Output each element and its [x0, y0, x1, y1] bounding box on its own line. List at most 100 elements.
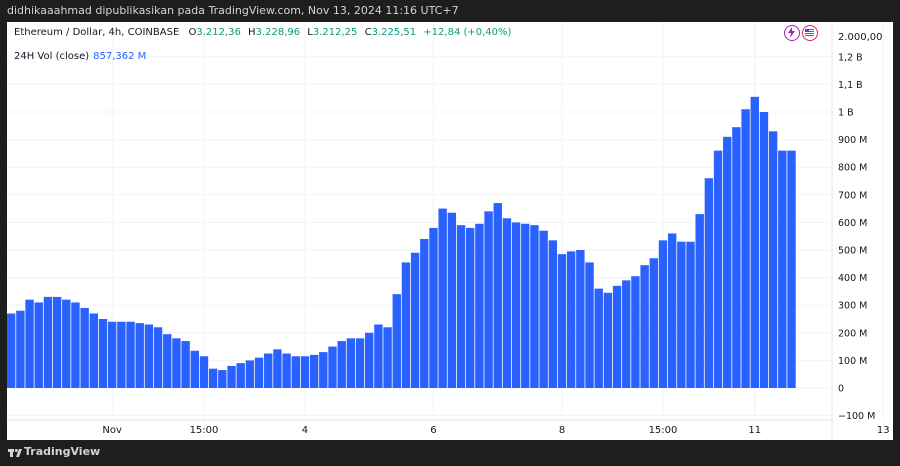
volume-bar: [227, 365, 236, 388]
volume-bar: [282, 353, 291, 388]
volume-bar: [98, 319, 108, 388]
volume-bar: [566, 251, 576, 388]
volume-bar: [392, 294, 401, 388]
volume-bar: [787, 150, 796, 388]
volume-bar: [319, 352, 328, 388]
volume-bar: [631, 276, 640, 388]
volume-bar: [612, 285, 622, 388]
volume-bar: [365, 332, 374, 388]
volume-bar: [677, 241, 686, 388]
volume-bar: [383, 327, 392, 388]
volume-bar: [199, 356, 209, 388]
volume-bar: [759, 112, 769, 388]
volume-bar: [163, 334, 172, 388]
y-tick-label: 100 M: [838, 356, 867, 367]
open-value: 3.212,36: [196, 27, 241, 38]
volume-bar: [80, 307, 89, 388]
volume-bar: [52, 296, 62, 388]
footer-bar: TradingView: [0, 440, 900, 466]
volume-bar: [576, 250, 585, 388]
volume-bar: [723, 136, 732, 388]
volume-bar: [181, 341, 190, 388]
volume-bar: [309, 354, 319, 388]
x-tick-label: 6: [430, 425, 436, 436]
volume-bar: [484, 211, 493, 388]
volume-bar: [25, 299, 34, 388]
volume-bar: [273, 349, 282, 388]
change-value: +12,84 (+0,40%): [423, 27, 512, 38]
volume-bar: [704, 178, 714, 388]
volume-bar: [475, 223, 484, 388]
volume-bar: [750, 96, 759, 388]
volume-bar: [89, 313, 99, 388]
low-label: L: [307, 27, 313, 38]
x-tick-label: 15:00: [190, 425, 219, 436]
x-tick-label: 15:00: [649, 425, 678, 436]
attribution-bar: didhikaaahmad dipublikasikan pada Tradin…: [0, 0, 900, 22]
volume-bar: [548, 240, 558, 388]
y-tick-label: 1,1 B: [838, 80, 863, 91]
volume-bar: [667, 233, 677, 388]
y-tick-label: 1 B: [838, 108, 854, 119]
volume-bar: [34, 302, 43, 388]
y-tick-label: 600 M: [838, 218, 867, 229]
volume-bar: [355, 338, 365, 388]
volume-bar: [713, 150, 723, 388]
volume-bar: [521, 223, 530, 388]
price-scale-top: 2.000,00: [838, 32, 883, 43]
volume-bar: [557, 254, 567, 388]
volume-bar: [245, 360, 255, 388]
y-tick-label: 0: [838, 384, 844, 395]
volume-bar: [594, 288, 603, 388]
volume-bar: [218, 370, 227, 388]
volume-bar: [741, 109, 750, 389]
volume-bar: [686, 241, 695, 388]
tradingview-logo-icon: [8, 449, 22, 457]
x-tick-label: 4: [302, 425, 308, 436]
volume-bar: [291, 356, 300, 388]
y-tick-label: 700 M: [838, 190, 867, 201]
open-label: O: [188, 27, 197, 38]
volume-bar: [7, 313, 16, 388]
volume-bar: [328, 346, 337, 388]
x-tick-label: 13: [877, 425, 890, 436]
close-value: 3.225,51: [371, 27, 417, 38]
volume-bar: [502, 218, 512, 388]
volume-bar: [71, 302, 80, 388]
volume-bar: [117, 321, 126, 388]
y-tick-label: 500 M: [838, 246, 867, 257]
x-tick-label: 8: [559, 425, 565, 436]
indicator-legend[interactable]: 24H Vol (close) 857,362 M: [14, 51, 146, 62]
volume-bar: [16, 310, 25, 388]
volume-bar: [208, 368, 218, 388]
volume-bar: [410, 252, 420, 388]
volume-bar: [126, 321, 135, 388]
indicator-name: 24H Vol (close): [14, 51, 90, 62]
volume-bar: [144, 324, 154, 388]
volume-bar: [401, 262, 411, 388]
volume-bar: [62, 299, 71, 388]
y-tick-label: 800 M: [838, 163, 867, 174]
volume-bar: [695, 214, 704, 388]
lightning-icon[interactable]: [784, 25, 800, 41]
low-value: 3.212,25: [312, 27, 358, 38]
us-flag-icon[interactable]: [802, 25, 818, 41]
volume-bar: [603, 292, 613, 388]
volume-bar: [438, 208, 447, 388]
high-label: H: [248, 27, 256, 38]
volume-bar: [658, 240, 668, 388]
volume-bar: [43, 296, 53, 388]
volume-bar: [236, 363, 245, 388]
symbol-legend[interactable]: Ethereum / Dollar, 4h, COINBASE O3.212,3…: [14, 27, 511, 38]
volume-bar: [447, 212, 457, 388]
volume-bar: [768, 131, 778, 388]
volume-bar: [264, 353, 273, 388]
volume-bar: [190, 350, 199, 388]
volume-bar: [456, 225, 466, 388]
volume-bar: [153, 327, 163, 388]
y-tick-label: 200 M: [838, 328, 867, 339]
volume-bar: [346, 338, 356, 388]
volume-bar: [420, 238, 429, 388]
volume-bar: [429, 227, 438, 388]
